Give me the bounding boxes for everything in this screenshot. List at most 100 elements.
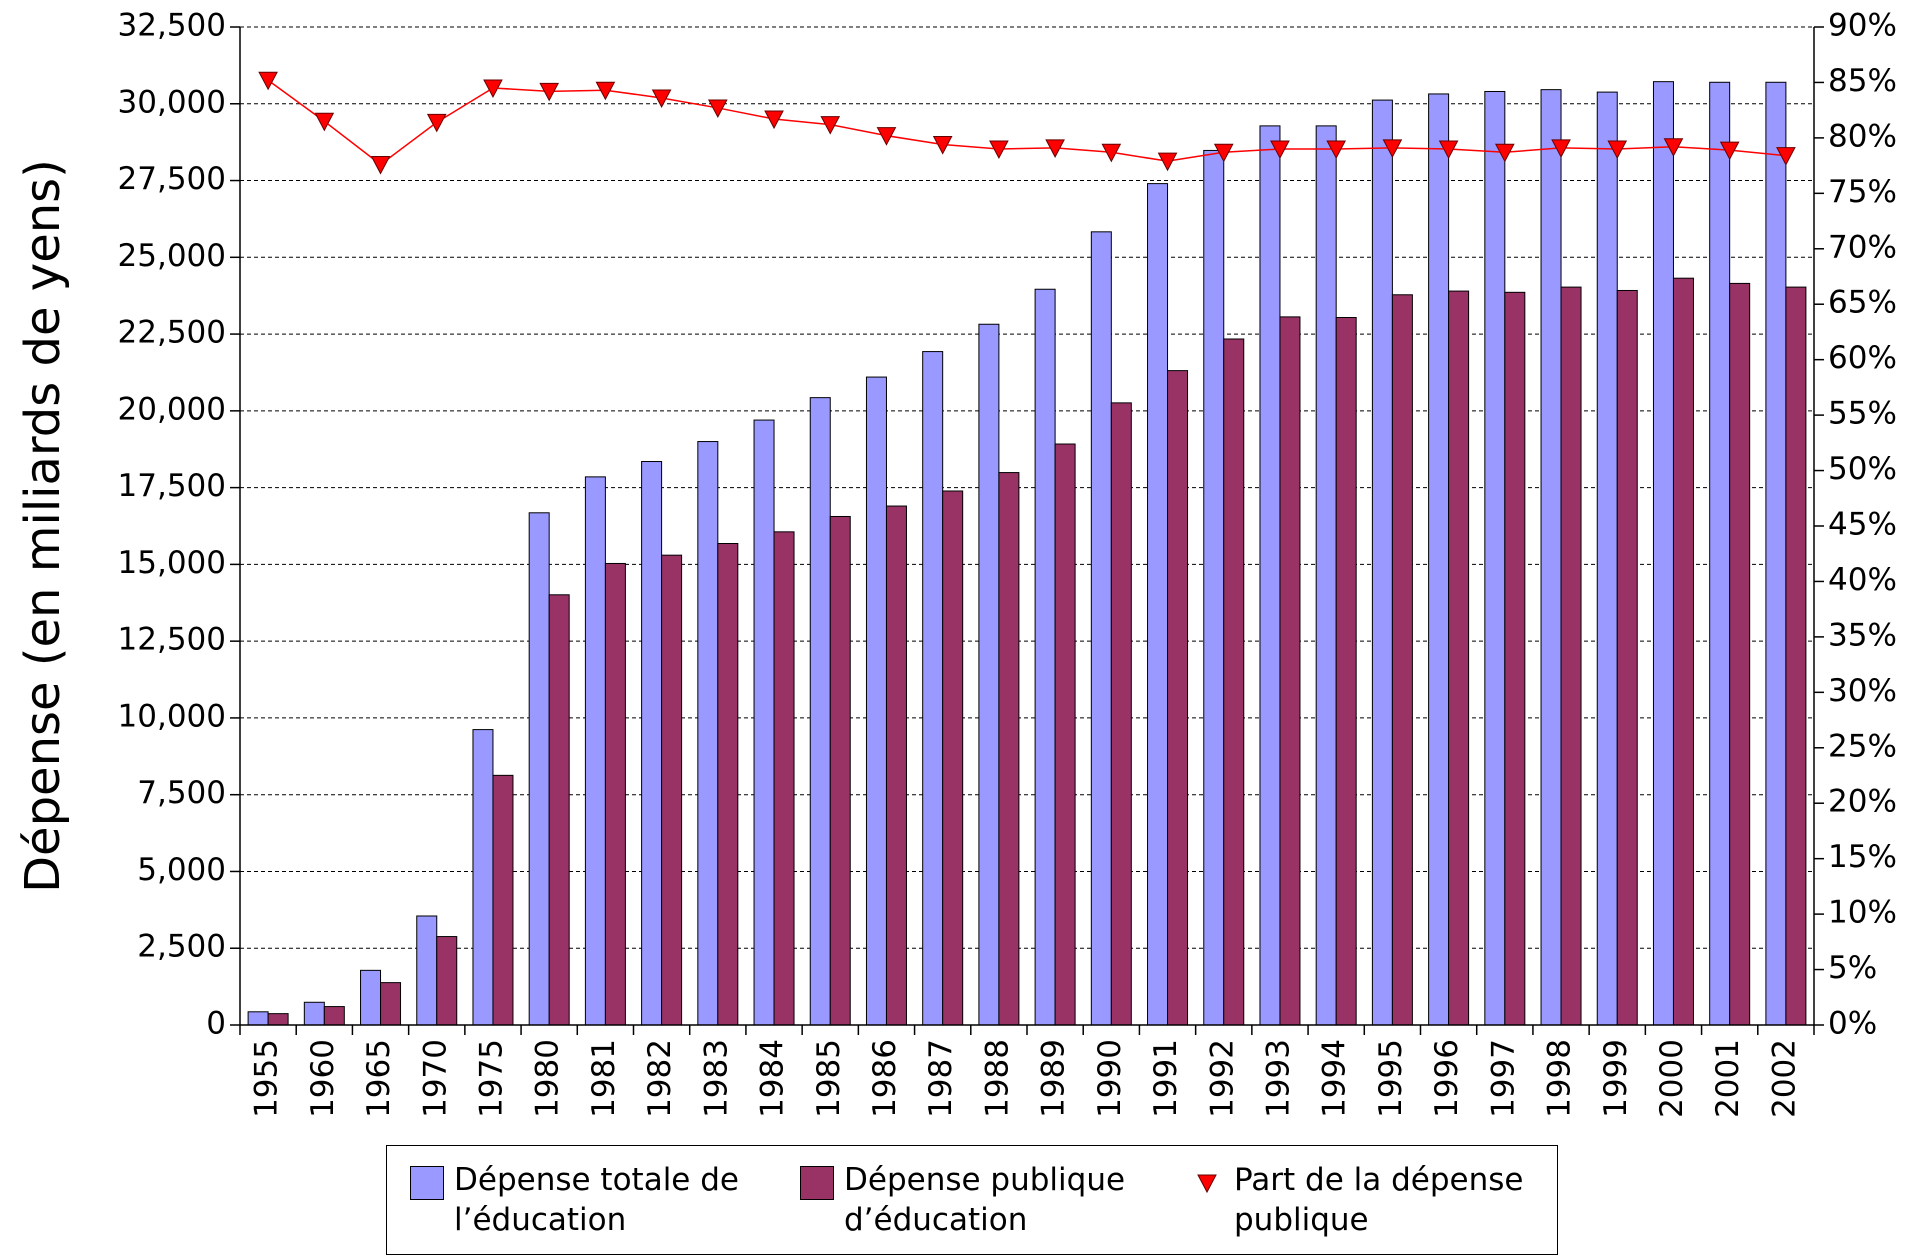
x-tick-label: 2002 xyxy=(1766,1039,1802,1118)
y-tick-label: 2,500 xyxy=(137,929,226,965)
x-tick-label: 1965 xyxy=(361,1039,397,1118)
bar xyxy=(416,915,438,1026)
bar xyxy=(1504,291,1526,1026)
bar xyxy=(1484,90,1506,1026)
x-tick-label: 1993 xyxy=(1260,1039,1296,1118)
bar xyxy=(1203,149,1225,1026)
bar xyxy=(323,1006,345,1026)
marker xyxy=(595,81,616,101)
bar xyxy=(865,376,887,1026)
bar xyxy=(1540,89,1562,1026)
x-tick-label: 1955 xyxy=(249,1039,285,1118)
bar xyxy=(998,472,1020,1026)
bar xyxy=(1428,93,1450,1026)
x-tick-label: 1984 xyxy=(755,1039,791,1118)
marker xyxy=(1494,143,1515,163)
y-tick-label: 30,000 xyxy=(118,84,226,120)
x-tick-label: 1998 xyxy=(1542,1039,1578,1118)
bar xyxy=(1729,282,1751,1026)
x-tick-label: 1988 xyxy=(979,1039,1015,1118)
x-tick-label: 2001 xyxy=(1710,1039,1746,1118)
legend: Dépense totale de l’éducation Dépense pub… xyxy=(386,1145,1558,1255)
marker xyxy=(314,112,335,132)
marker xyxy=(370,156,391,175)
marker xyxy=(1101,143,1122,163)
x-tick-label: 1982 xyxy=(642,1039,678,1118)
bar xyxy=(641,461,663,1026)
x-tick-label: 1991 xyxy=(1148,1039,1184,1118)
marker xyxy=(483,79,503,99)
y-tick-label: 20,000 xyxy=(118,391,226,427)
y2-tick-label: 30% xyxy=(1828,673,1897,709)
marker xyxy=(707,99,728,119)
bar xyxy=(472,729,494,1026)
bar xyxy=(717,543,739,1026)
x-tick-label: 1985 xyxy=(811,1039,847,1118)
marker xyxy=(1776,147,1796,166)
bar xyxy=(1709,81,1731,1026)
x-tick-label: 1960 xyxy=(305,1039,341,1118)
x-tick-label: 1980 xyxy=(530,1039,566,1118)
bar xyxy=(303,1001,325,1026)
marker xyxy=(1213,143,1234,163)
legend-swatch xyxy=(800,1166,834,1200)
bar xyxy=(1147,183,1169,1026)
marker xyxy=(1326,140,1347,160)
x-tick-label: 1997 xyxy=(1485,1039,1521,1118)
y2-tick-label: 10% xyxy=(1828,895,1897,931)
y-tick-label: 10,000 xyxy=(118,698,226,734)
bar xyxy=(885,505,907,1026)
y2-tick-label: 90% xyxy=(1828,8,1897,44)
bar xyxy=(380,982,402,1026)
y2-tick-label: 20% xyxy=(1828,784,1897,820)
marker xyxy=(1719,141,1740,161)
bar xyxy=(528,512,550,1026)
x-tick-label: 1970 xyxy=(417,1039,453,1118)
y-axis-label: Dépense (en miliards de yens) xyxy=(15,159,71,893)
bar xyxy=(1335,316,1357,1026)
bar xyxy=(1090,231,1112,1026)
x-tick-label: 1990 xyxy=(1092,1039,1128,1118)
legend-item: Part de la dépense publique xyxy=(1180,1160,1544,1240)
y2-tick-label: 5% xyxy=(1828,950,1877,986)
marker xyxy=(1663,138,1684,157)
x-tick-label: 1989 xyxy=(1036,1039,1072,1118)
x-tick-label: 1992 xyxy=(1204,1039,1240,1118)
y2-tick-label: 80% xyxy=(1828,118,1897,154)
line xyxy=(267,79,1786,166)
bar xyxy=(697,441,719,1026)
y2-tick-label: 75% xyxy=(1828,174,1897,210)
y2-tick-label: 35% xyxy=(1828,617,1897,653)
y2-tick-label: 60% xyxy=(1828,340,1897,376)
legend-label: Part de la dépense publique xyxy=(1234,1162,1524,1238)
marker xyxy=(651,89,672,109)
y2-tick-label: 55% xyxy=(1828,396,1897,432)
legend-label: Dépense publique d’éducation xyxy=(844,1162,1126,1238)
y-tick-label: 12,500 xyxy=(118,622,226,658)
x-tick-label: 2000 xyxy=(1654,1039,1690,1118)
x-tick-label: 1995 xyxy=(1373,1039,1409,1118)
marker xyxy=(876,127,897,146)
legend-swatch xyxy=(410,1166,444,1200)
bar xyxy=(1167,370,1189,1026)
bar xyxy=(922,351,944,1026)
legend-item: Dépense publique d’éducation xyxy=(790,1160,1154,1240)
bar xyxy=(1371,99,1393,1026)
legend-swatch xyxy=(1197,1174,1217,1194)
marker xyxy=(1551,139,1571,158)
bar xyxy=(1034,288,1056,1026)
x-tick-label: 1983 xyxy=(698,1039,734,1118)
y2-tick-label: 65% xyxy=(1828,285,1897,321)
marker xyxy=(1607,140,1628,160)
marker xyxy=(1382,139,1403,158)
marker xyxy=(1270,140,1290,160)
bar xyxy=(1672,277,1694,1026)
bar xyxy=(829,515,851,1026)
y2-tick-label: 0% xyxy=(1828,1006,1877,1042)
marker xyxy=(764,110,784,130)
marker xyxy=(1045,139,1065,158)
bar xyxy=(1596,91,1618,1026)
bar xyxy=(247,1011,269,1026)
bar xyxy=(1110,402,1132,1026)
